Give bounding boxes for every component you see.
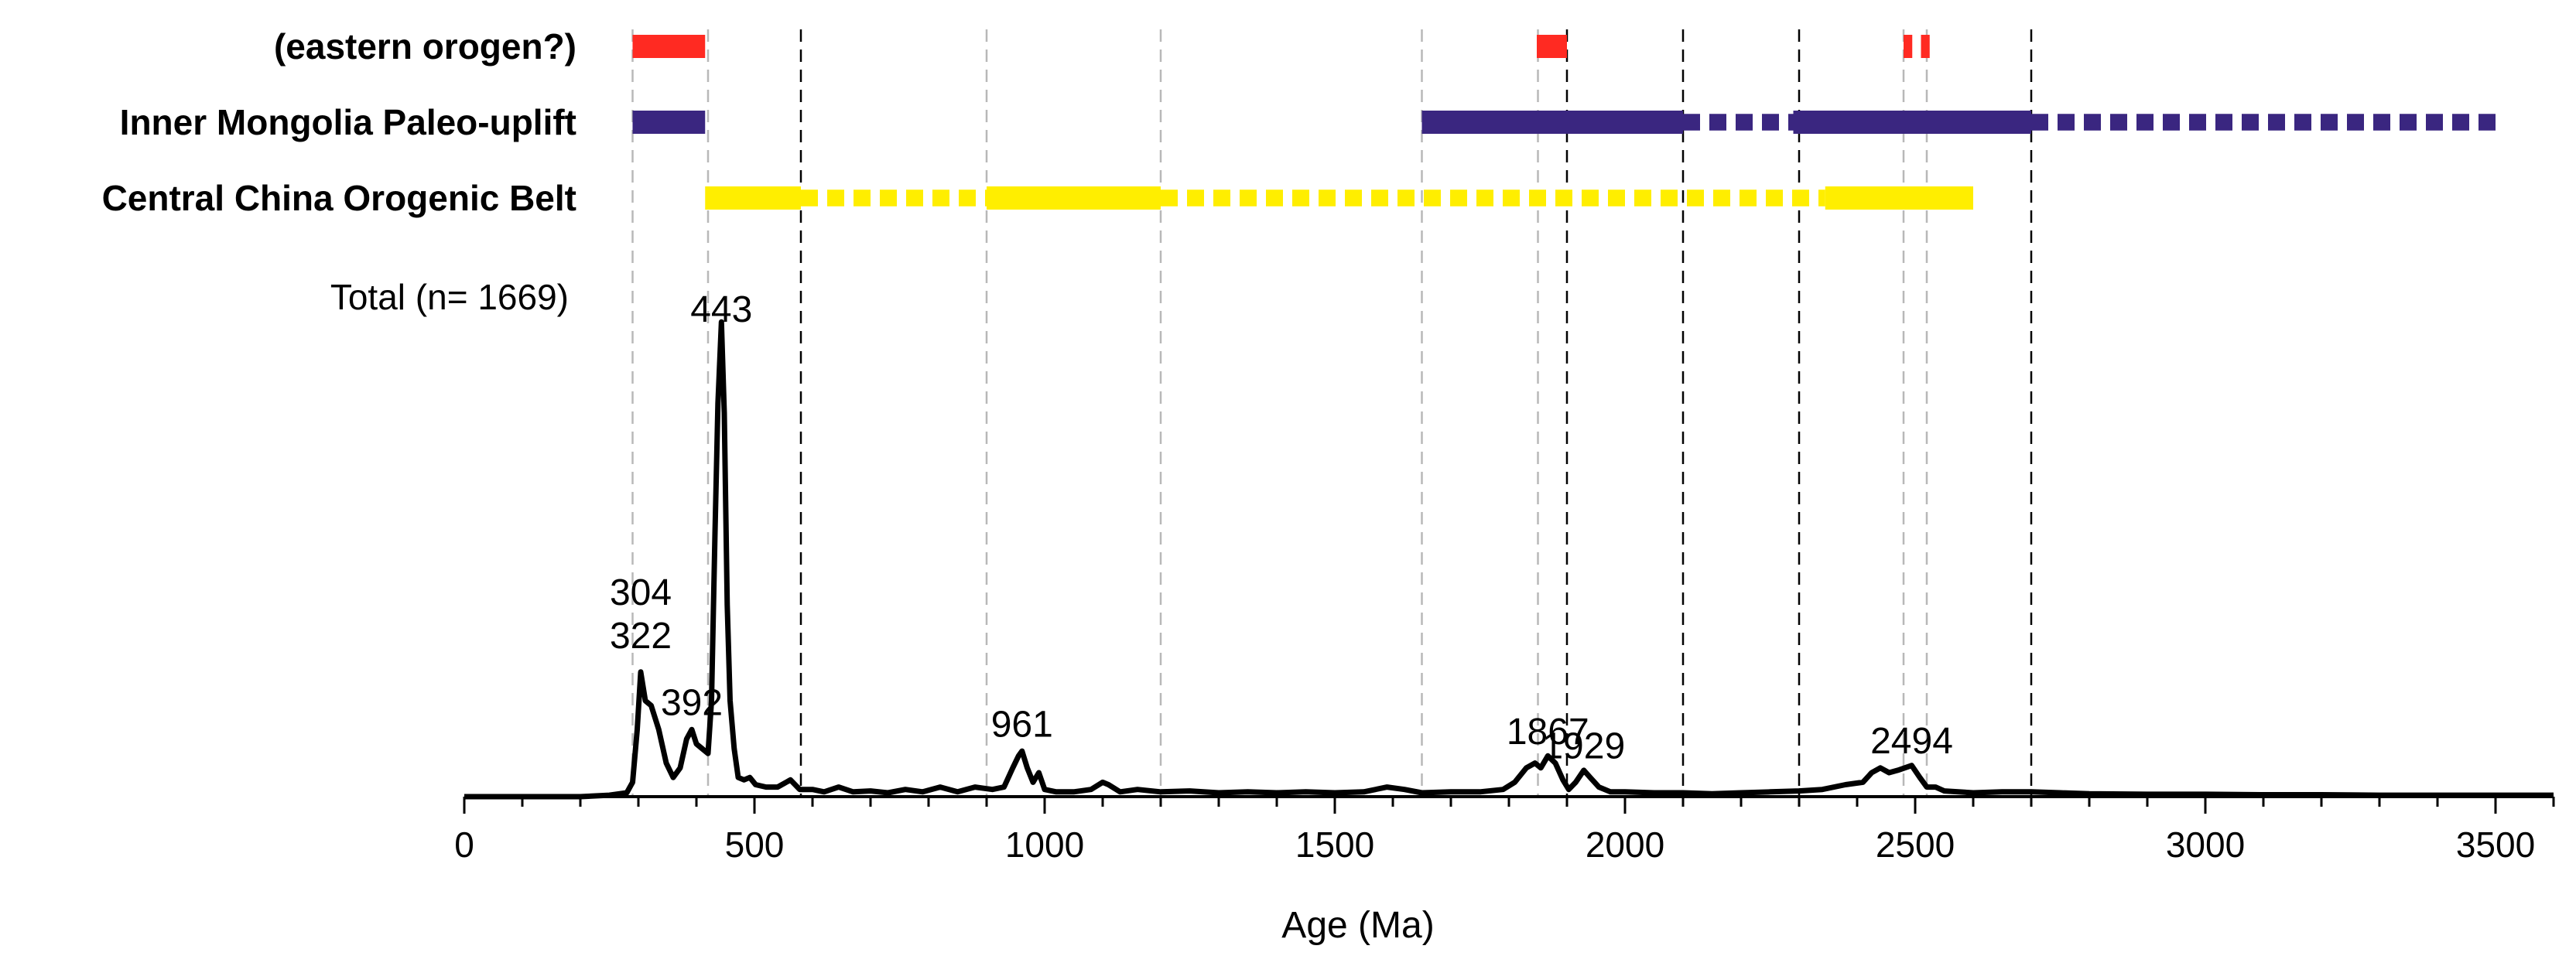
source-bar-eastern-orogen-segment-3 [1921,35,1930,58]
x-axis: 0 500 1000 1500 2000 2500 3000 3500 [454,795,2555,865]
peak-label-1867: 1867 [1507,712,1589,753]
row-label-central-china-orogenic-belt: Central China Orogenic Belt [102,178,576,218]
source-bars [632,35,2496,210]
reference-lines [631,29,2033,797]
peak-label-304: 304 [610,572,672,613]
tick-label-3000: 3000 [2166,824,2245,865]
tick-label-0: 0 [454,824,474,865]
tick-label-3500: 3500 [2456,824,2535,865]
source-row-labels: (eastern orogen?) Inner Mongolia Paleo-up… [102,26,576,218]
source-bar-central-china-orogenic-belt-segment-0 [705,186,801,210]
source-bar-eastern-orogen-segment-0 [632,35,706,58]
source-bar-eastern-orogen-segment-2 [1904,35,1913,58]
peak-label-961: 961 [991,705,1053,746]
source-bar-inner-mongolia-paleo-uplift-segment-3 [1793,111,2031,134]
tick-label-1000: 1000 [1005,824,1084,865]
source-bar-inner-mongolia-paleo-uplift-segment-1 [1421,111,1683,134]
tick-label-500: 500 [725,824,785,865]
source-bar-eastern-orogen-segment-1 [1537,35,1567,58]
peak-label-392: 392 [661,683,723,724]
source-bar-inner-mongolia-paleo-uplift-segment-0 [632,111,706,134]
x-axis-title: Age (Ma) [1281,905,1434,946]
peak-label-2494: 2494 [1870,721,1953,762]
peak-label-1929: 1929 [1542,725,1625,766]
row-label-eastern-orogen: (eastern orogen?) [274,26,576,67]
peak-label-322: 322 [610,616,672,657]
x-axis-ticks: 0 500 1000 1500 2000 2500 3000 3500 [454,797,2555,865]
source-bar-central-china-orogenic-belt-segment-2 [987,186,1161,210]
tick-label-1500: 1500 [1295,824,1374,865]
tick-label-2500: 2500 [1876,824,1955,865]
tick-label-2000: 2000 [1586,824,1664,865]
peak-label-443: 443 [690,289,752,330]
source-bar-central-china-orogenic-belt-segment-4 [1825,186,1973,210]
total-age-distribution-curve [464,319,2554,800]
series-label-total: Total (n= 1669) [330,277,569,317]
row-label-inner-mongolia-paleo-uplift: Inner Mongolia Paleo-uplift [120,102,576,142]
